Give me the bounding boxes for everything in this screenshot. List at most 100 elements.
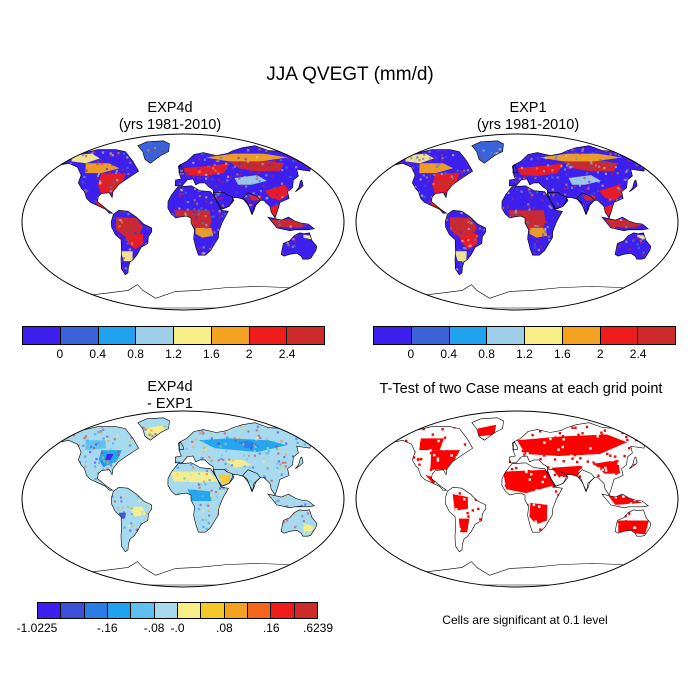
map-diff-coastline-uk <box>177 441 185 451</box>
map-exp1-field-region <box>454 251 467 262</box>
map-diff-coastline-greenland <box>137 417 170 441</box>
panel-title-exp4d-line2: (yrs 1981-2010) <box>118 117 222 133</box>
colorbar-exp1-swatch <box>525 327 563 344</box>
map-exp1-coastline-arabia <box>546 192 569 210</box>
map-ttest-significant-region <box>551 465 582 478</box>
map-exp1-coastline-greenland <box>471 140 504 164</box>
map-exp1-field-region <box>459 233 478 250</box>
colorbar-exp4d-tick-label: 0 <box>56 347 64 361</box>
map-ttest-coastline-northAmerica <box>389 426 474 491</box>
colorbar-diff-tick-label: -.16 <box>96 621 118 635</box>
map-exp4d-outline <box>21 133 345 311</box>
map-diff-field-region <box>105 454 114 460</box>
colorbar-diff-tick-label: .08 <box>215 621 233 635</box>
colorbar-exp1-swatch <box>449 327 488 344</box>
map-ttest-coastline-australia <box>614 509 652 537</box>
map-exp4d <box>21 133 345 311</box>
map-ttest-coastline-indonesia <box>601 493 650 509</box>
colorbar-exp1-swatch <box>600 327 639 344</box>
colorbar-exp1-tick-label: 0.4 <box>440 347 458 361</box>
map-exp4d-coastline-indonesia <box>267 216 316 232</box>
map-exp4d-coastline-northAmerica <box>55 149 140 214</box>
colorbar-exp4d <box>22 326 325 345</box>
colorbar-diff-swatch <box>84 603 108 618</box>
colorbar-exp4d-labels: 0 0.4 0.8 1.2 1.6 2 2.4 <box>22 347 325 363</box>
colorbar-diff-swatch <box>271 603 295 618</box>
colorbar-exp4d-tick-label: 0.4 <box>89 347 107 361</box>
map-ttest <box>355 410 679 588</box>
map-exp4d-coastline-uk <box>177 164 185 174</box>
map-exp1-coastline-australia <box>614 232 652 260</box>
map-exp4d-field-region <box>85 163 120 174</box>
map-exp1-coastline-indonesia <box>601 216 650 232</box>
colorbar-exp1-swatch <box>638 327 675 344</box>
map-diff-coastline-india <box>242 469 261 492</box>
map-ttest-significant-region <box>517 434 627 456</box>
map-exp1-field-region <box>637 234 647 240</box>
map-ttest-outline <box>355 410 679 588</box>
colorbar-exp1-tick-label: 2.4 <box>629 347 647 361</box>
map-ttest-coastline-greenland <box>471 417 504 441</box>
map-exp1-outline <box>355 133 679 311</box>
map-exp4d-coastline-japan <box>295 179 304 192</box>
map-exp4d-field-region <box>174 210 212 230</box>
colorbar-diff-tick-label: .6239 <box>302 621 334 635</box>
colorbar-exp1-tick-label: 0 <box>407 347 415 361</box>
figure-title: JJA QVEGT (mm/d) <box>266 64 434 85</box>
colorbar-diff-swatch <box>131 603 155 618</box>
colorbar-diff-swatch <box>107 603 132 618</box>
map-diff-field-region <box>187 489 212 501</box>
colorbar-exp4d-tick-label: 0.8 <box>127 347 144 361</box>
map-ttest-coastline-japan <box>629 456 638 469</box>
colorbar-diff-tick-label: -.08 <box>143 621 165 635</box>
colorbar-exp1-tick-label: 0.8 <box>478 347 495 361</box>
colorbar-exp1-tick-label: 1.6 <box>554 347 571 361</box>
map-diff-coastline-japan <box>295 456 304 469</box>
colorbar-exp1-tick-label: 1.2 <box>516 347 533 361</box>
colorbar-exp4d-swatch <box>211 327 250 344</box>
map-exp4d-field-region <box>205 153 289 162</box>
colorbar-exp4d-swatch <box>136 327 174 344</box>
map-exp4d-field-region <box>229 159 285 172</box>
panel-title-ttest-line1: T-Test of two Case means at each grid po… <box>379 381 663 397</box>
map-diff-coastline-northAmerica <box>55 426 140 491</box>
map-exp1-field-region <box>568 175 601 185</box>
map-diff-coastline-africa <box>167 462 229 533</box>
colorbar-exp4d-tick-label: 2 <box>245 347 253 361</box>
colorbar-exp4d-tick-label: 1.2 <box>165 347 182 361</box>
colorbar-exp4d-tick-label: 1.6 <box>203 347 220 361</box>
colorbar-diff-swatch <box>294 603 317 618</box>
map-ttest-coastline-southAmerica <box>445 486 487 553</box>
panel-title-diff-line1: EXP4d <box>147 379 193 395</box>
colorbar-diff-labels: -1.0225 -.16 -.08 -.0 .08 .16 .6239 <box>17 621 333 637</box>
map-exp1-coastline-africa <box>501 185 563 256</box>
map-exp1-field-region <box>517 163 564 176</box>
colorbar-exp4d-swatch <box>287 327 324 344</box>
panel-title-exp4d-line1: EXP4d <box>147 100 193 116</box>
map-exp4d-field-region <box>303 234 313 240</box>
colorbar-exp4d-swatch <box>60 327 99 344</box>
map-ttest-coastline-arabia <box>546 469 569 487</box>
colorbar-diff-swatch <box>247 603 272 618</box>
map-diff-field-region <box>303 523 314 532</box>
colorbar-exp4d-swatch <box>174 327 212 344</box>
significance-note: Cells are significant at 0.1 level <box>442 613 608 627</box>
colorbar-exp1-swatch <box>374 327 412 344</box>
map-exp4d-coastline-greenland <box>137 140 170 164</box>
map-exp4d-field-region <box>234 175 267 185</box>
colorbar-exp1-labels: 0 0.4 0.8 1.2 1.6 2 2.4 <box>373 347 676 363</box>
map-exp1-field-region <box>439 179 454 189</box>
colorbar-diff-swatch <box>154 603 178 618</box>
map-exp1-coastline-uk <box>511 164 519 174</box>
panel-title-ttest: T-Test of two Case means at each grid po… <box>348 381 694 398</box>
map-exp1-coastline-southAmerica <box>445 209 487 276</box>
map-diff-coastline-arabia <box>212 469 235 487</box>
map-exp4d-field-region <box>71 153 100 164</box>
colorbar-exp1 <box>373 326 676 345</box>
map-ttest-coastline-india <box>576 469 595 492</box>
map-exp4d-coastline-australia <box>280 232 318 260</box>
map-exp4d-coastline-arabia <box>212 192 235 210</box>
panel-title-diff: EXP4d - EXP1 <box>60 379 280 413</box>
colorbar-diff-tick-label: .16 <box>262 621 280 635</box>
map-ttest-significant-region <box>529 502 548 525</box>
